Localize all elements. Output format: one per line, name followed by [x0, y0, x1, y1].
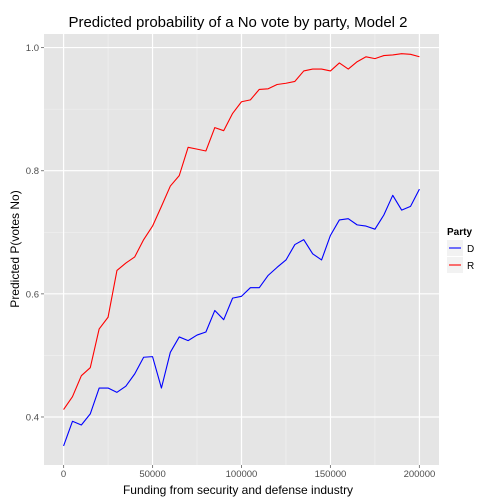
y-axis-ticks: 0.4 0.6 0.8 1.0 [26, 43, 44, 423]
series-lines [63, 53, 420, 447]
major-gridlines [44, 34, 439, 465]
chart-title: Predicted probability of a No vote by pa… [68, 14, 407, 31]
x-tick-label: 200000 [404, 469, 436, 480]
series-line-r [63, 53, 420, 410]
legend-label-r: R [467, 261, 474, 272]
x-tick-label: 150000 [315, 469, 347, 480]
x-tick-label: 50000 [139, 469, 165, 480]
y-axis-title: Predicted P(votes No) [8, 190, 22, 307]
x-tick-label: 0 [61, 469, 66, 480]
y-tick-label: 0.6 [26, 289, 39, 300]
x-tick-label: 100000 [226, 469, 258, 480]
series-line-d [63, 188, 420, 447]
y-tick-label: 0.4 [26, 412, 39, 423]
y-tick-label: 1.0 [26, 43, 39, 54]
legend-label-d: D [467, 244, 474, 255]
x-axis-ticks: 0 50000 100000 150000 200000 [61, 465, 435, 480]
x-axis-title: Funding from security and defense indust… [123, 483, 353, 497]
legend-title: Party [447, 227, 472, 238]
legend: Party DR [447, 227, 474, 273]
y-tick-label: 0.8 [26, 166, 39, 177]
